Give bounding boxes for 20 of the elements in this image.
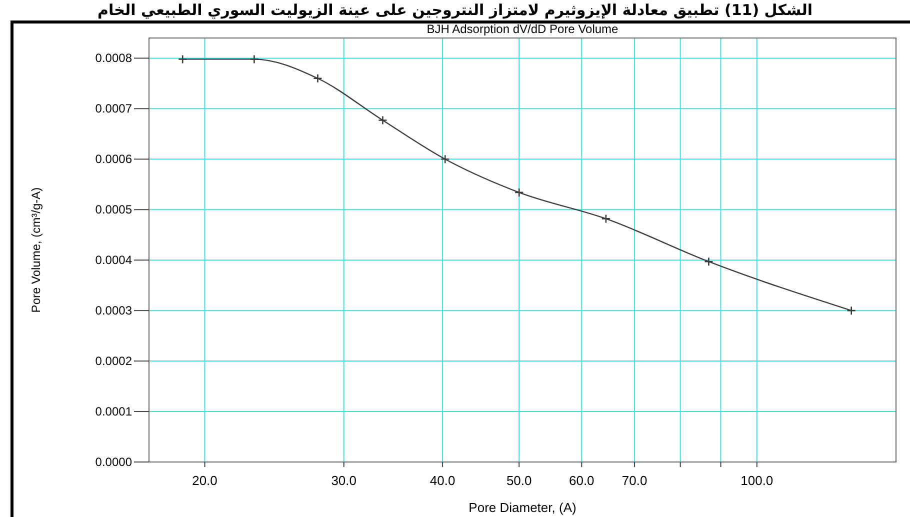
y-axis-title: Pore Volume, (cm³/g-A) bbox=[29, 187, 43, 313]
x-tick-label: 40.0 bbox=[430, 473, 456, 488]
chart-title: BJH Adsorption dV/dD Pore Volume bbox=[426, 22, 619, 36]
y-tick-label: 0.0002 bbox=[95, 354, 132, 368]
y-tick-label: 0.0007 bbox=[95, 102, 132, 116]
x-tick-label: 70.0 bbox=[622, 473, 648, 488]
y-tick-label: 0.0006 bbox=[95, 152, 132, 166]
x-tick-label: 100.0 bbox=[740, 473, 774, 488]
x-tick-label: 50.0 bbox=[506, 473, 532, 488]
y-tick-label: 0.0008 bbox=[95, 51, 132, 66]
x-tick-label: 20.0 bbox=[192, 473, 218, 488]
x-axis-title: Pore Diameter, (A) bbox=[468, 500, 576, 515]
y-tick-label: 0.0001 bbox=[95, 404, 132, 419]
x-tick-label: 60.0 bbox=[568, 473, 594, 488]
text: الشكل (11) تطبيق معادلة الإيزوثيرم لامتزاز النتروجين على عينة الزيوليت السوري الطبيعي الخام bbox=[98, 1, 812, 19]
y-tick-label: 0.0004 bbox=[95, 253, 132, 268]
y-tick-label: 0.0005 bbox=[95, 202, 132, 217]
y-tick-label: 0.0000 bbox=[95, 455, 132, 469]
x-tick-label: 30.0 bbox=[331, 473, 357, 488]
y-tick-label: 0.0003 bbox=[95, 304, 132, 318]
